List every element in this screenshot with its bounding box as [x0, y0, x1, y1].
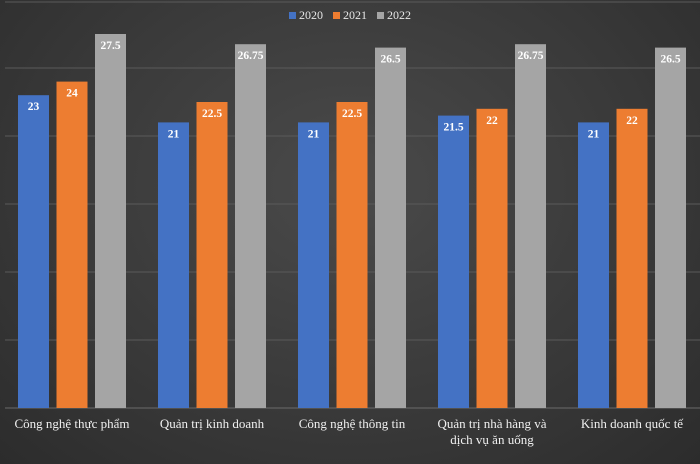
data-label: 21.5: [443, 122, 463, 134]
category-label: Kinh doanh quốc tế: [581, 416, 684, 431]
bar-2020-0: [18, 95, 49, 408]
data-label: 23: [28, 101, 40, 113]
bar-2021-4: [616, 108, 648, 409]
legend-item-2022: 2022: [377, 8, 411, 23]
data-label: 21: [308, 128, 320, 140]
bar-2021-3: [476, 108, 508, 409]
bar-2021-2: [336, 102, 368, 408]
bar-2021-0: [56, 81, 88, 408]
bar-2021-1: [196, 102, 228, 408]
legend-item-2021: 2021: [333, 8, 367, 23]
data-label: 26.5: [660, 54, 680, 66]
bar-2022-3: [515, 44, 546, 408]
legend-swatch: [377, 12, 384, 19]
bar-2020-1: [158, 122, 189, 409]
data-label: 26.75: [518, 50, 544, 62]
data-label: 27.5: [100, 40, 120, 52]
data-label: 26.5: [380, 54, 400, 66]
data-label: 22.5: [202, 108, 222, 120]
bar-2022-1: [235, 44, 266, 408]
data-label: 24: [66, 88, 78, 100]
legend-label: 2021: [343, 8, 367, 22]
category-label: Công nghệ thực phẩm: [14, 416, 129, 431]
legend-label: 2020: [299, 8, 323, 22]
bar-2020-4: [578, 122, 609, 409]
legend-swatch: [333, 12, 340, 19]
data-label: 21: [588, 128, 600, 140]
bar-2022-0: [95, 34, 126, 408]
data-label: 26.75: [238, 50, 264, 62]
bar-2022-2: [375, 47, 406, 408]
category-label: Công nghệ thông tin: [299, 416, 406, 431]
category-label: Quản trị kinh doanh: [160, 416, 265, 431]
data-label: 22: [626, 115, 638, 127]
bar-2020-2: [298, 122, 329, 409]
bar-2020-3: [438, 115, 469, 408]
data-label: 22.5: [342, 108, 362, 120]
legend-item-2020: 2020: [289, 8, 323, 23]
bar-2022-4: [655, 47, 686, 408]
data-label: 21: [168, 128, 180, 140]
legend-swatch: [289, 12, 296, 19]
category-label: Quản trị nhà hàng và dịch vụ ăn uống: [437, 416, 546, 447]
data-label: 22: [486, 115, 498, 127]
legend-label: 2022: [387, 8, 411, 22]
legend: 2020 2021 2022: [0, 8, 700, 23]
